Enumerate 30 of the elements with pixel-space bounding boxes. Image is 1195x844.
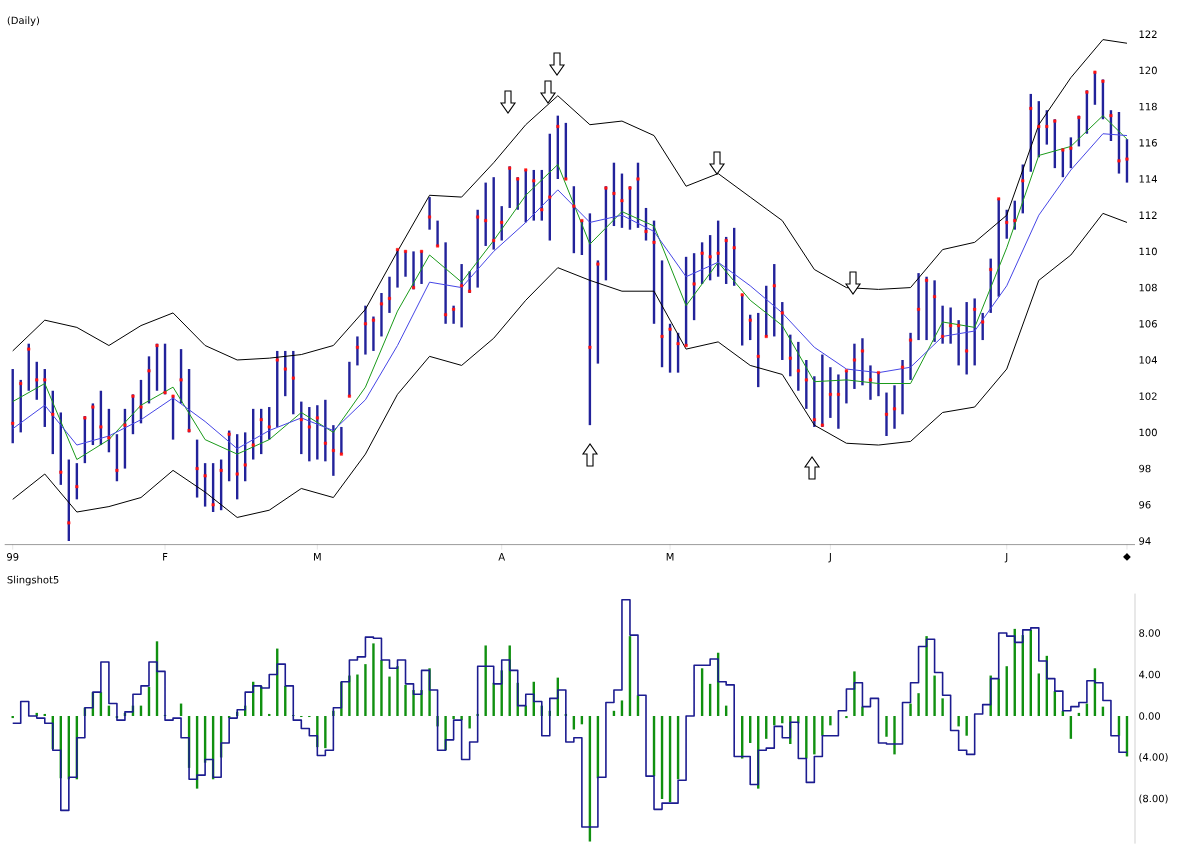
x-tick-label: J <box>1004 553 1008 563</box>
x-tick-label: M <box>666 553 674 561</box>
y-tick-label: 106 <box>1139 320 1157 328</box>
y-tick-label: 112 <box>1139 211 1157 219</box>
y-tick-label: 110 <box>1139 247 1157 256</box>
y-tick-label: (4.00) <box>1139 753 1168 762</box>
x-tick-label: ◆ <box>1123 553 1131 561</box>
x-tick-label: F <box>163 553 168 561</box>
y-tick-label: 120 <box>1139 66 1157 75</box>
y-tick-label: (8.00) <box>1139 794 1168 804</box>
x-tick-label: 99 <box>7 553 19 561</box>
y-tick-label: 102 <box>1139 392 1157 400</box>
y-tick-label: 96 <box>1139 501 1151 509</box>
y-tick-label: 108 <box>1139 283 1157 292</box>
chart-title: Slingshot5 <box>7 575 59 586</box>
y-tick-label: 94 <box>1139 537 1151 545</box>
y-tick-label: 4.00 <box>1139 670 1161 679</box>
y-tick-label: 100 <box>1139 428 1157 437</box>
y-tick-label: 8.00 <box>1139 629 1161 637</box>
y-tick-label: 122 <box>1139 30 1157 38</box>
y-tick-label: 98 <box>1139 464 1151 473</box>
x-tick-label: A <box>498 553 506 561</box>
chart-title: (Daily) <box>7 16 40 27</box>
x-tick-label: J <box>828 553 831 563</box>
y-tick-label: 114 <box>1139 175 1157 183</box>
y-tick-label: 116 <box>1139 139 1157 147</box>
y-tick-label: 0.00 <box>1139 712 1161 720</box>
y-tick-label: 118 <box>1139 102 1157 111</box>
y-tick-label: 104 <box>1139 356 1157 364</box>
x-tick-label: M <box>314 553 321 561</box>
